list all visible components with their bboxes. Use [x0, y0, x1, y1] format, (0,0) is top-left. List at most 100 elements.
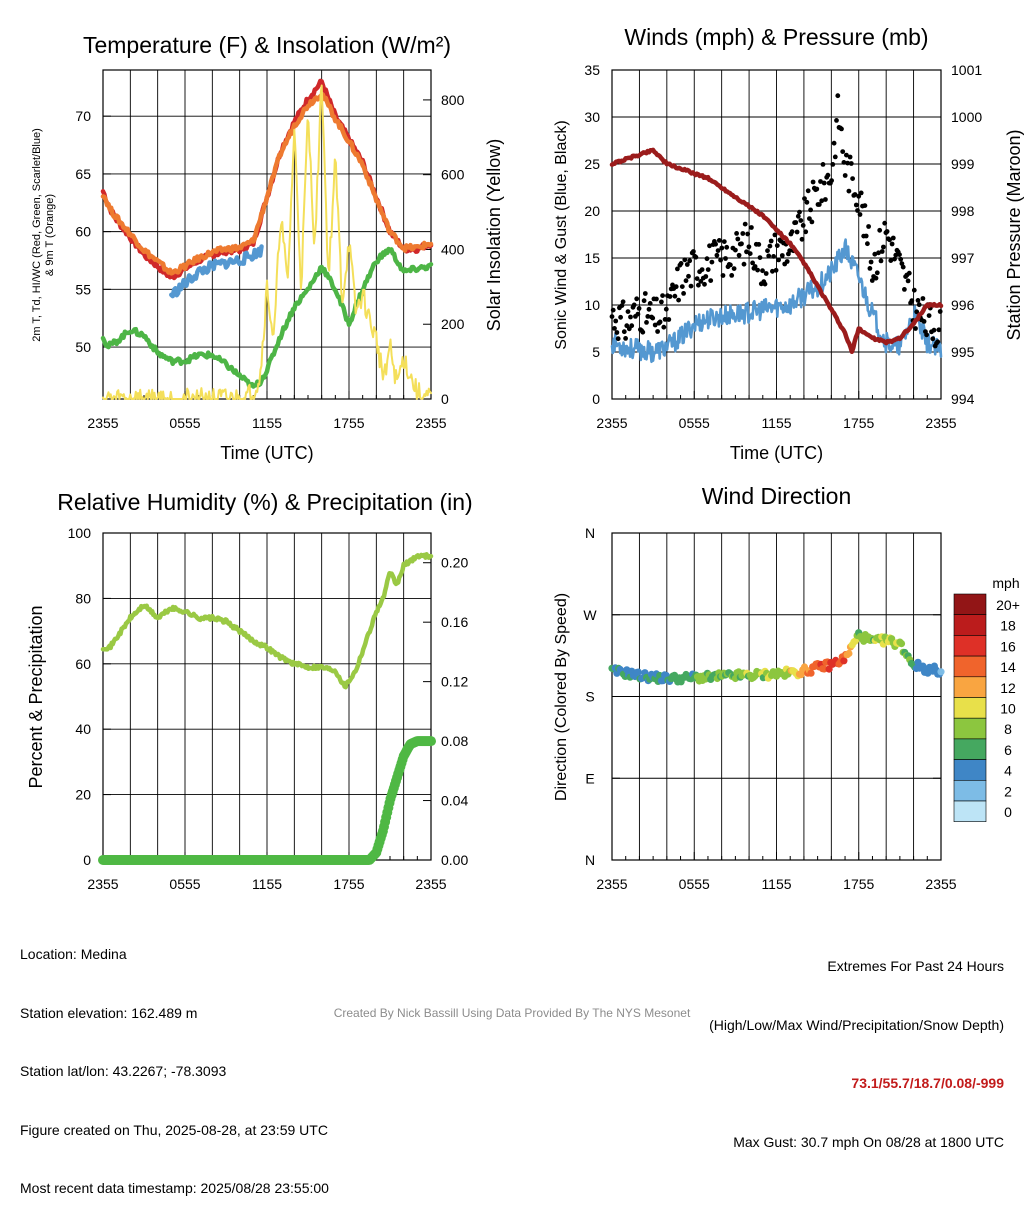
gust-point [858, 190, 864, 196]
extremes-info: Extremes For Past 24 Hours (High/Low/Max… [709, 918, 1004, 1172]
y-tick-label-right: 994 [951, 391, 975, 407]
colorbar-label: 10 [1000, 701, 1016, 717]
gust-point [852, 192, 858, 197]
gust-point [881, 244, 886, 250]
gust-point [742, 221, 748, 227]
gust-point [636, 306, 642, 311]
direction-point [937, 668, 945, 676]
gust-point [645, 314, 651, 319]
gust-point [900, 264, 906, 270]
gust-point [714, 252, 720, 258]
gust-point [660, 293, 665, 298]
gust-point [625, 309, 631, 314]
station-location: Location: Medina [20, 946, 127, 962]
direction-point [845, 649, 853, 658]
gust-point [642, 291, 648, 296]
gust-point [747, 251, 753, 256]
x-tick-label: 0555 [169, 876, 200, 892]
y-tick-label-right: 998 [951, 203, 975, 219]
gust-point [634, 296, 640, 302]
direction-point [634, 668, 642, 676]
y-tick-label-right: 996 [951, 297, 975, 313]
colorbar-swatch [953, 717, 987, 740]
gust-point [857, 212, 863, 217]
series-line-yellow [102, 84, 432, 400]
gust-point [776, 257, 781, 263]
gust-point [825, 172, 831, 178]
x-tick-label: 2355 [415, 415, 446, 431]
gust-point [659, 299, 664, 305]
gust-point [884, 229, 890, 234]
gust-point [713, 241, 718, 247]
gust-point [889, 241, 895, 247]
gust-point [724, 244, 730, 250]
colorbar-label: 6 [1004, 742, 1012, 758]
gust-point [920, 296, 926, 301]
gust-point [902, 287, 907, 292]
y-tick-label-right: 400 [441, 241, 465, 257]
gust-point [936, 327, 942, 333]
gust-point [673, 284, 679, 290]
gust-point [814, 186, 820, 192]
gust-point [721, 239, 727, 245]
y-tick-label-left: 60 [75, 224, 91, 240]
gust-point [935, 339, 941, 345]
gust-point [840, 149, 846, 155]
gust-point [800, 223, 806, 228]
gust-point [763, 271, 769, 276]
x-axis-label: Time (UTC) [220, 443, 313, 463]
gust-point [809, 219, 815, 225]
gust-point [733, 247, 738, 253]
direction-tick-label: N [585, 852, 595, 868]
gust-point [915, 298, 921, 303]
gust-point [865, 241, 870, 247]
gust-point [874, 270, 880, 276]
x-tick-label: 2355 [415, 876, 446, 892]
direction-point [897, 640, 906, 648]
gust-point [679, 284, 685, 289]
gust-point [878, 258, 884, 264]
series-line-green [100, 246, 434, 389]
gust-point [746, 244, 752, 250]
gust-point [846, 188, 852, 194]
gust-point [898, 256, 904, 262]
colorbar-label: 0 [1004, 804, 1012, 820]
gust-point [789, 229, 795, 235]
direction-tick-label: S [585, 689, 594, 705]
station-elevation: Station elevation: 162.489 m [20, 1004, 198, 1021]
gust-point [890, 235, 896, 241]
panel-winds [609, 69, 944, 400]
gust-point [610, 307, 616, 313]
colorbar-label: 8 [1004, 721, 1012, 737]
gust-point [853, 202, 859, 208]
y-tick-label-left: 80 [75, 590, 91, 606]
gust-point [684, 262, 690, 267]
gust-point [937, 309, 943, 314]
gust-point [676, 297, 681, 303]
gust-point [718, 257, 723, 263]
gust-point [752, 264, 758, 269]
gust-point [834, 118, 839, 123]
gust-point [773, 267, 779, 273]
gust-point [731, 266, 737, 271]
gust-point [757, 255, 763, 260]
x-tick-label: 2355 [87, 876, 118, 892]
colorbar-label: 14 [1000, 659, 1016, 675]
direction-tick-label: E [585, 770, 594, 786]
colorbar [953, 593, 987, 823]
gust-point [756, 242, 762, 247]
gust-point [803, 229, 809, 235]
extremes-values: 73.1/55.7/18.7/0.08/-999 [851, 1075, 1004, 1091]
y-tick-label-left: 20 [584, 203, 600, 219]
gust-point [640, 329, 646, 335]
gust-point [832, 154, 838, 160]
gust-point [666, 317, 672, 322]
y-tick-label-right: 1000 [951, 109, 982, 125]
credit-line: Created By Nick Bassill Using Data Provi… [333, 1006, 691, 1020]
gust-point [705, 267, 711, 272]
gust-point [641, 298, 647, 304]
gust-point [667, 294, 673, 299]
x-tick-label: 1155 [761, 876, 791, 892]
x-tick-label: 2355 [925, 415, 956, 431]
gust-point [892, 256, 897, 262]
